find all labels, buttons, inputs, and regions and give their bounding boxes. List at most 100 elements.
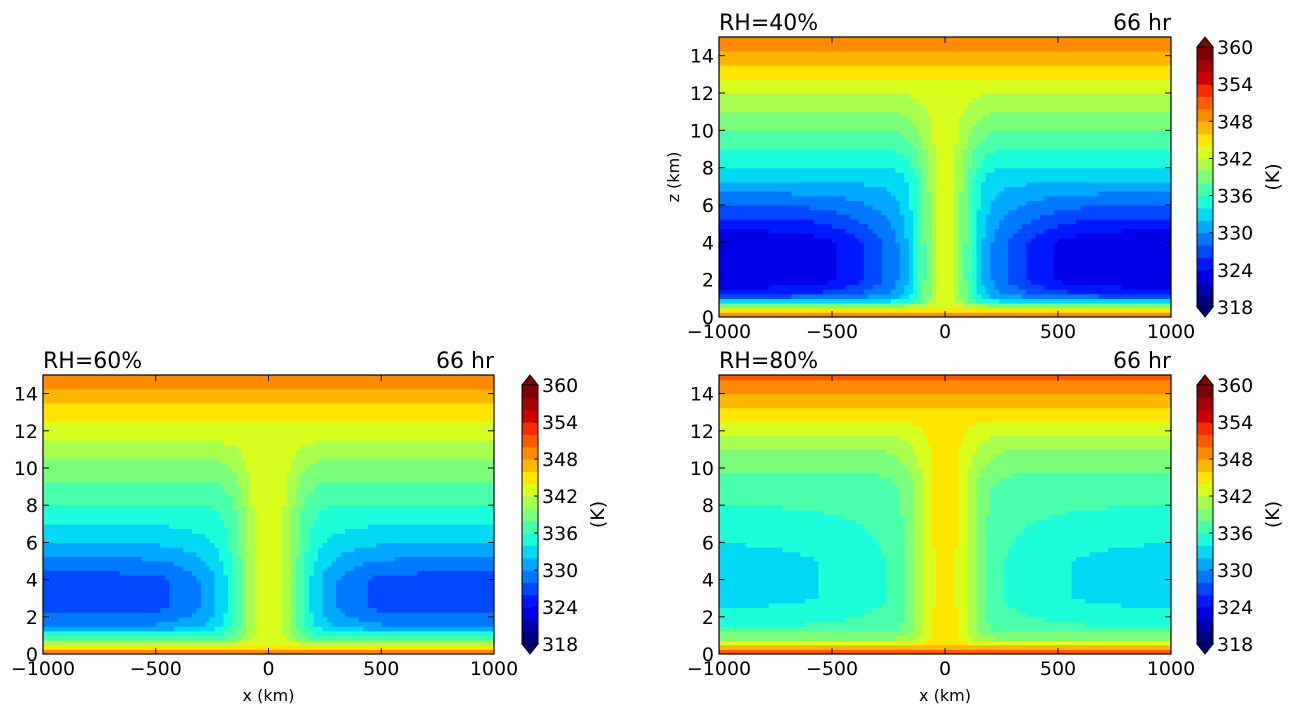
field-cell xyxy=(245,519,256,525)
field-cell xyxy=(227,584,234,590)
field-cell xyxy=(963,107,1171,113)
field-cell xyxy=(985,284,996,290)
field-cell xyxy=(345,528,494,534)
field-cell xyxy=(1003,561,1073,567)
field-cell xyxy=(967,214,973,220)
field-cell xyxy=(200,598,215,604)
field-cell xyxy=(719,265,838,271)
field-cell xyxy=(245,602,256,609)
field-cell xyxy=(1008,279,1032,285)
field-cell xyxy=(985,228,996,234)
field-cell xyxy=(214,626,229,632)
field-cell xyxy=(236,509,247,516)
field-cell xyxy=(336,556,396,562)
y-tick-label: 8 xyxy=(702,495,714,517)
field-cell xyxy=(904,172,914,178)
colorbar-segment xyxy=(1197,422,1213,435)
colorbar-segment xyxy=(1197,170,1213,184)
field-cell xyxy=(958,481,969,488)
field-cell xyxy=(719,630,910,636)
field-cell xyxy=(972,279,978,285)
colorbar-segment xyxy=(522,570,538,583)
field-cell xyxy=(719,205,810,211)
field-cell xyxy=(967,181,973,187)
y-tick-label: 10 xyxy=(690,458,714,480)
field-cell xyxy=(990,458,1171,464)
field-cell xyxy=(313,565,328,571)
field-cell xyxy=(250,495,288,502)
field-cell xyxy=(214,584,229,590)
field-cell xyxy=(227,607,234,613)
field-cell xyxy=(967,505,978,511)
field-cell xyxy=(913,626,923,632)
y-tick-label: 2 xyxy=(702,270,714,292)
field-cell xyxy=(295,616,306,623)
colorbar-tick-label: 360 xyxy=(542,375,578,397)
field-cell xyxy=(295,561,306,567)
field-cell xyxy=(990,111,1171,117)
field-cell xyxy=(719,430,923,437)
field-cell xyxy=(913,486,923,492)
field-cell xyxy=(972,163,982,169)
field-cell xyxy=(972,289,978,295)
colorbar-segment xyxy=(1197,220,1213,234)
field-cell xyxy=(1003,579,1073,585)
field-cell xyxy=(367,584,494,590)
field-cell xyxy=(994,195,1046,201)
field-cell xyxy=(250,481,288,488)
field-cell xyxy=(1107,505,1171,511)
field-cell xyxy=(899,130,919,136)
colorbar-segment xyxy=(1197,508,1213,522)
field-cell xyxy=(782,505,901,511)
field-cell xyxy=(818,561,887,567)
field-cell xyxy=(236,537,247,543)
field-cell xyxy=(976,237,982,243)
field-cell xyxy=(954,561,969,567)
field-cell xyxy=(340,551,494,557)
field-cell xyxy=(954,205,960,211)
field-cell xyxy=(719,602,770,609)
field-cell xyxy=(886,449,914,455)
field-cell xyxy=(922,561,937,567)
field-cell xyxy=(881,261,901,267)
colorbar-segment xyxy=(522,631,538,645)
field-cell xyxy=(917,247,928,253)
field-cell xyxy=(232,607,243,613)
field-cell xyxy=(845,228,874,234)
field-cell xyxy=(43,630,224,636)
panel-title-left: RH=80% xyxy=(719,349,818,374)
field-cell xyxy=(241,593,247,599)
field-cell xyxy=(182,565,211,571)
field-cell xyxy=(926,149,937,155)
field-cell xyxy=(245,523,256,530)
field-cell xyxy=(872,228,896,234)
field-cell xyxy=(43,412,494,418)
field-cell xyxy=(899,256,910,262)
field-cell xyxy=(922,616,933,623)
field-cell xyxy=(976,121,1171,127)
field-cell xyxy=(958,223,969,229)
colorbar-segment xyxy=(1197,397,1213,411)
field-cell xyxy=(913,542,923,548)
field-cell xyxy=(245,463,292,469)
field-cell xyxy=(958,505,969,511)
colorbar-segment xyxy=(1197,59,1213,73)
field-cell xyxy=(908,472,923,478)
field-cell xyxy=(291,528,301,534)
field-cell xyxy=(985,537,1014,543)
field-cell xyxy=(245,458,292,464)
field-cell xyxy=(931,491,960,497)
field-cell xyxy=(254,519,283,525)
colorbar-segment xyxy=(1197,108,1213,122)
field-cell xyxy=(719,435,901,441)
field-cell xyxy=(899,205,910,211)
field-cell xyxy=(967,209,973,215)
field-cell xyxy=(309,602,324,609)
colorbar-segment xyxy=(1197,594,1213,608)
field-cell xyxy=(250,500,288,506)
field-cell xyxy=(913,556,923,562)
field-cell xyxy=(886,186,910,192)
field-cell xyxy=(917,293,923,299)
field-cell xyxy=(917,261,928,267)
